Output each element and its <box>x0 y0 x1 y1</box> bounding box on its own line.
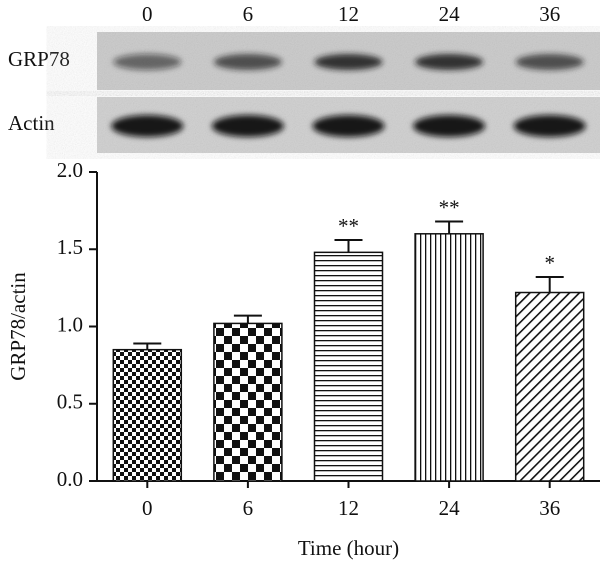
bar <box>313 251 384 482</box>
blot-band <box>213 54 282 70</box>
blot-band <box>111 115 184 137</box>
y-axis-title: GRP78/actin <box>6 272 30 381</box>
bar <box>414 233 484 482</box>
y-tick-label: 2.0 <box>57 158 83 182</box>
blot-lane-label: 0 <box>142 2 153 26</box>
significance-label: ** <box>338 214 359 238</box>
blot-band <box>515 54 584 70</box>
significance-label: ** <box>439 195 460 219</box>
y-tick-label: 0.5 <box>57 390 83 414</box>
x-tick-label: 12 <box>338 496 359 520</box>
blot-band <box>113 54 182 70</box>
blot-band <box>314 54 383 70</box>
y-tick-label: 1.5 <box>57 235 83 259</box>
blot-band <box>312 115 385 137</box>
x-tick-label: 0 <box>142 496 153 520</box>
bar <box>112 348 183 482</box>
significance-label: * <box>544 251 555 275</box>
blot-band <box>415 54 484 70</box>
x-tick-label: 6 <box>243 496 254 520</box>
blot-lane-label: 12 <box>338 2 359 26</box>
y-tick-label: 1.0 <box>57 312 83 336</box>
blot-row-label: GRP78 <box>8 47 70 71</box>
x-axis-title: Time (hour) <box>298 536 399 560</box>
y-tick-label: 0.0 <box>57 467 83 491</box>
blot-lane-label: 36 <box>539 2 560 26</box>
blot-lane-label: 24 <box>439 2 461 26</box>
bar <box>514 291 585 482</box>
blot-row-label: Actin <box>8 111 55 135</box>
x-tick-label: 36 <box>539 496 560 520</box>
blot-band <box>513 115 586 137</box>
blot-lane-label: 6 <box>243 2 254 26</box>
bar <box>213 322 283 482</box>
blot-band <box>211 115 284 137</box>
x-tick-label: 24 <box>439 496 461 520</box>
blot-band <box>413 115 486 137</box>
